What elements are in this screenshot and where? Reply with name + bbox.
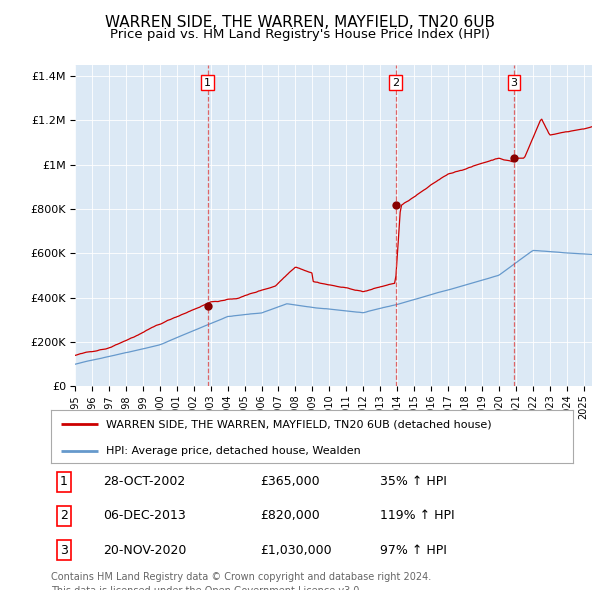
Text: 28-OCT-2002: 28-OCT-2002 — [103, 475, 185, 489]
Text: 20-NOV-2020: 20-NOV-2020 — [103, 543, 187, 557]
Text: £365,000: £365,000 — [260, 475, 319, 489]
Text: This data is licensed under the Open Government Licence v3.0.: This data is licensed under the Open Gov… — [51, 586, 362, 590]
Text: Contains HM Land Registry data © Crown copyright and database right 2024.: Contains HM Land Registry data © Crown c… — [51, 572, 431, 582]
Text: £1,030,000: £1,030,000 — [260, 543, 331, 557]
Text: 06-DEC-2013: 06-DEC-2013 — [103, 509, 186, 523]
Text: 3: 3 — [60, 543, 68, 557]
Text: 97% ↑ HPI: 97% ↑ HPI — [380, 543, 447, 557]
Text: WARREN SIDE, THE WARREN, MAYFIELD, TN20 6UB (detached house): WARREN SIDE, THE WARREN, MAYFIELD, TN20 … — [106, 419, 491, 430]
Text: WARREN SIDE, THE WARREN, MAYFIELD, TN20 6UB: WARREN SIDE, THE WARREN, MAYFIELD, TN20 … — [105, 15, 495, 30]
Text: 1: 1 — [204, 78, 211, 87]
Text: 2: 2 — [392, 78, 400, 87]
Text: HPI: Average price, detached house, Wealden: HPI: Average price, detached house, Weal… — [106, 447, 361, 457]
Text: 35% ↑ HPI: 35% ↑ HPI — [380, 475, 447, 489]
Text: £820,000: £820,000 — [260, 509, 320, 523]
Text: Price paid vs. HM Land Registry's House Price Index (HPI): Price paid vs. HM Land Registry's House … — [110, 28, 490, 41]
Text: 119% ↑ HPI: 119% ↑ HPI — [380, 509, 454, 523]
Text: 2: 2 — [60, 509, 68, 523]
Text: 3: 3 — [511, 78, 517, 87]
Text: 1: 1 — [60, 475, 68, 489]
